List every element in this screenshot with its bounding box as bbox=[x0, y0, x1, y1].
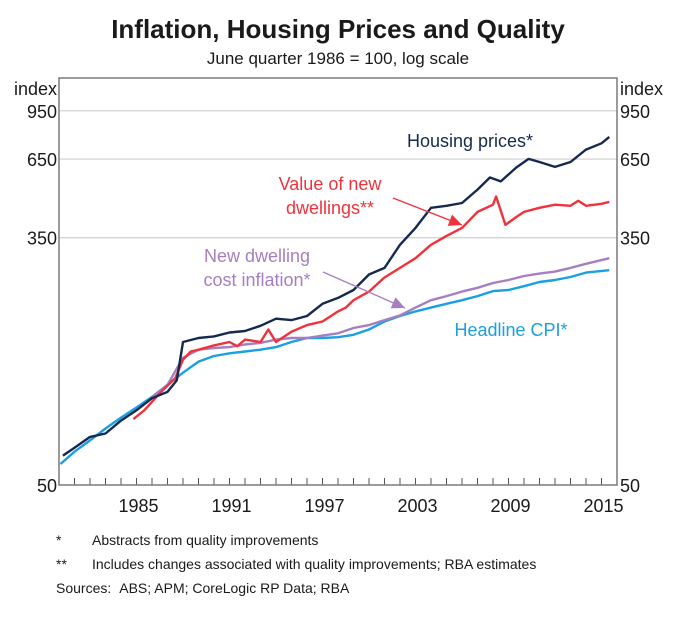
y-tick-label-left: 50 bbox=[37, 476, 57, 496]
series-label-text: Value of new bbox=[279, 174, 383, 194]
series-line-3 bbox=[59, 269, 610, 465]
series-label-text: Headline CPI* bbox=[454, 320, 567, 340]
series-label-text: cost inflation* bbox=[203, 270, 310, 290]
x-tick-label: 1997 bbox=[304, 496, 344, 516]
y-tick-labels: 50 50 350 350 650 650 950 950 bbox=[27, 102, 650, 496]
footnote-text: Includes changes associated with quality… bbox=[92, 556, 537, 572]
x-tick-label: 1991 bbox=[211, 496, 251, 516]
x-tick-label: 1985 bbox=[118, 496, 158, 516]
x-tick-label: 2015 bbox=[583, 496, 623, 516]
y-tick-label-right: 50 bbox=[620, 476, 640, 496]
series-label-text: Housing prices* bbox=[407, 131, 533, 151]
plot-frame bbox=[58, 77, 618, 486]
annotation-arrow-head bbox=[447, 214, 462, 226]
footnote-2: ** Includes changes associated with qual… bbox=[56, 552, 536, 576]
series-line-1 bbox=[132, 195, 610, 421]
x-tick-label: 2009 bbox=[490, 496, 530, 516]
y-tick-label-right: 650 bbox=[620, 150, 650, 170]
series-label-text: New dwelling bbox=[204, 246, 310, 266]
annotation-arrow-line bbox=[322, 271, 406, 309]
series-label-text: dwellings** bbox=[286, 198, 374, 218]
footnote-mark: ** bbox=[56, 556, 67, 572]
series-line-0 bbox=[62, 135, 611, 457]
footnote-mark: * bbox=[56, 532, 62, 548]
y-tick-label-right: 950 bbox=[620, 102, 650, 122]
series-labels: Housing prices* Value of new dwellings** Ne… bbox=[203, 131, 567, 340]
y-tick-label-left: 950 bbox=[27, 102, 57, 122]
gridlines bbox=[59, 110, 617, 239]
chart-title: Inflation, Housing Prices and Quality bbox=[111, 14, 565, 44]
y-axis-label-left: index bbox=[14, 79, 57, 99]
y-tick-label-left: 350 bbox=[27, 229, 57, 249]
sources: Sources: ABS; APM; CoreLogic RP Data; RB… bbox=[56, 576, 536, 600]
sources-label: Sources: bbox=[56, 580, 112, 596]
footnotes: * Abstracts from quality improvements **… bbox=[56, 528, 536, 600]
annotation-arrow-head bbox=[390, 297, 405, 309]
series-lines bbox=[59, 135, 611, 465]
chart-subtitle: June quarter 1986 = 100, log scale bbox=[207, 49, 469, 68]
y-tick-label-left: 650 bbox=[27, 150, 57, 170]
y-tick-label-right: 350 bbox=[620, 229, 650, 249]
x-tick-label: 2003 bbox=[397, 496, 437, 516]
sources-text: ABS; APM; CoreLogic RP Data; RBA bbox=[119, 580, 350, 596]
y-axis-label-right: index bbox=[620, 79, 663, 99]
footnote-1: * Abstracts from quality improvements bbox=[56, 528, 536, 552]
footnote-text: Abstracts from quality improvements bbox=[92, 532, 319, 548]
chart: Inflation, Housing Prices and Quality Ju… bbox=[14, 14, 663, 516]
x-ticks: 1985 1991 1997 2003 2009 2015 bbox=[74, 478, 624, 516]
series-line-2 bbox=[151, 257, 610, 398]
